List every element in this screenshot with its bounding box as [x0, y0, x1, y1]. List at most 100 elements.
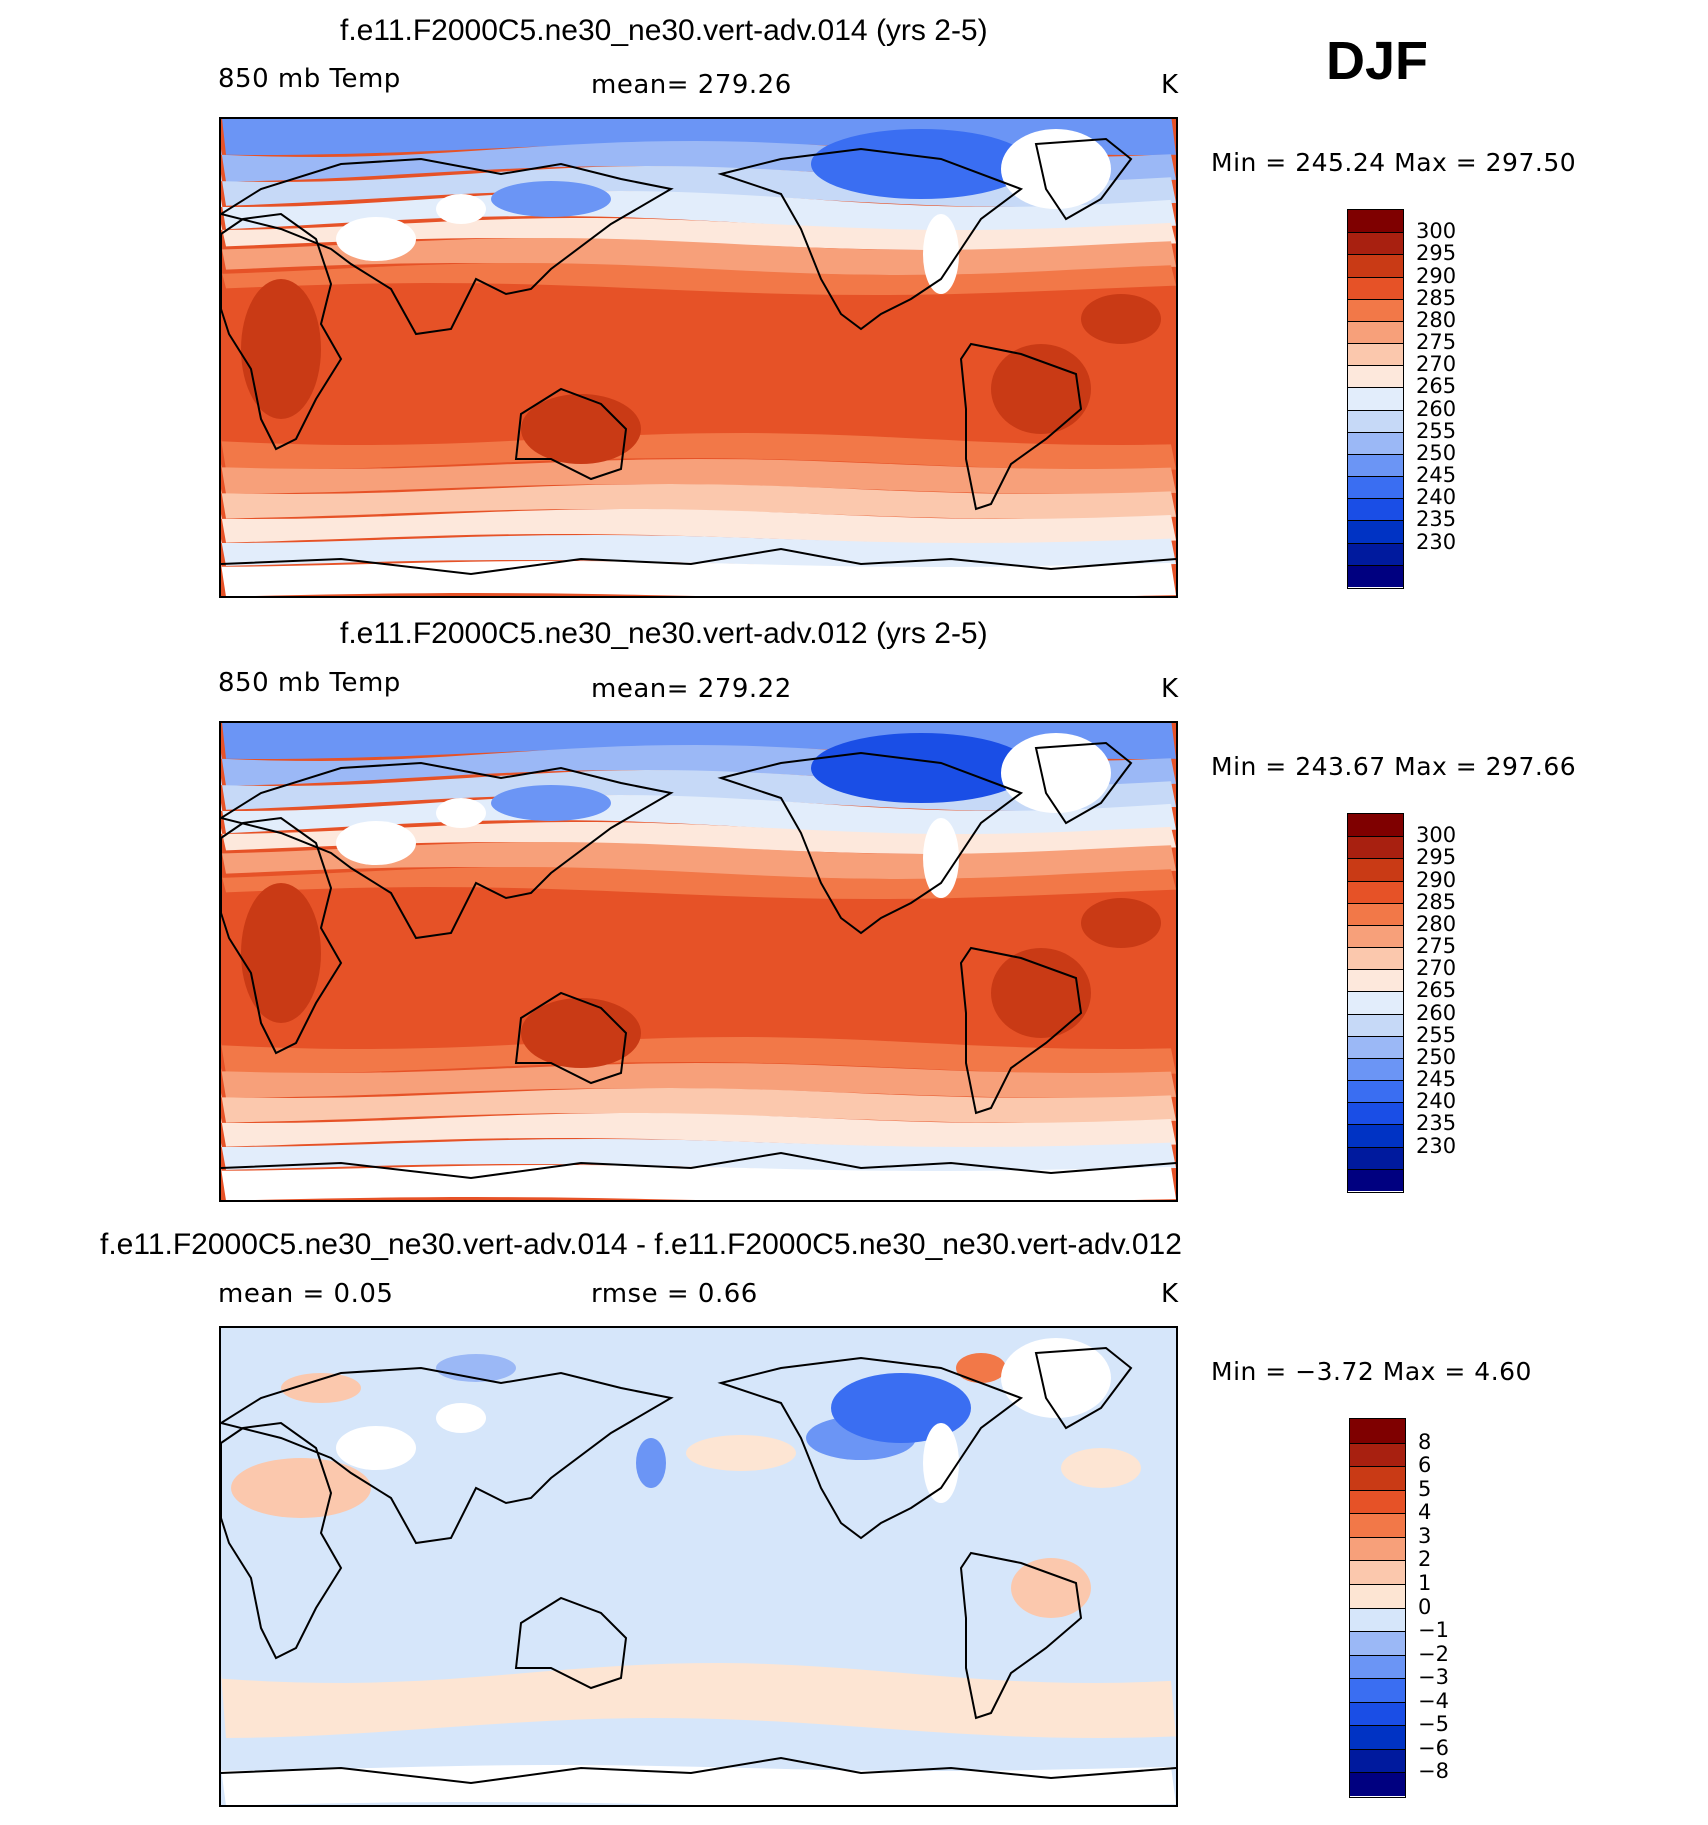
- colorbar-swatch: [1350, 1583, 1405, 1608]
- colorbar-swatch: [1350, 1442, 1405, 1467]
- colorbar-tick-label: 0: [1418, 1594, 1432, 1619]
- field-anomaly: [811, 733, 1031, 803]
- missing-data-region: [923, 818, 959, 898]
- field-anomaly: [521, 998, 641, 1068]
- missing-data-region: [1001, 733, 1111, 813]
- panel-2-variable-label: 850 mb Temp: [218, 668, 401, 698]
- colorbar-swatch: [1350, 1725, 1405, 1749]
- field-band: [221, 561, 1176, 596]
- colorbar-tick-label: 290: [1416, 263, 1457, 288]
- field-band: [221, 1113, 1176, 1148]
- field-anomaly: [521, 394, 641, 464]
- field-anomaly: [956, 1353, 1006, 1383]
- missing-data-region: [1001, 1338, 1111, 1418]
- panel-3-colorbar: [1349, 1418, 1406, 1798]
- field-anomaly: [1081, 294, 1161, 344]
- panel-1-variable-label: 850 mb Temp: [218, 64, 401, 94]
- colorbar-swatch: [1348, 298, 1403, 321]
- panel-2-units-label: K: [1161, 674, 1179, 704]
- field-anomaly: [241, 883, 321, 1023]
- field-band: [221, 1037, 1176, 1074]
- missing-data-region: [436, 194, 486, 224]
- colorbar-swatch: [1350, 1466, 1405, 1490]
- colorbar-tick-label: 240: [1416, 485, 1457, 510]
- field-anomaly: [281, 1373, 361, 1403]
- coastline: [717, 751, 1024, 935]
- coastline: [221, 1151, 1176, 1180]
- colorbar-tick-label: 285: [1416, 889, 1457, 914]
- colorbar-tick-label: 290: [1416, 867, 1457, 892]
- colorbar-tick-label: 280: [1416, 911, 1457, 936]
- coastline: [514, 1596, 628, 1690]
- colorbar-swatch: [1348, 924, 1403, 948]
- colorbar-swatch: [1350, 1631, 1405, 1655]
- colorbar-swatch: [1348, 276, 1403, 299]
- panel-3-map: [219, 1326, 1178, 1807]
- colorbar-swatch: [1348, 969, 1403, 992]
- field-anomaly: [241, 279, 321, 419]
- colorbar-tick-label: 285: [1416, 285, 1457, 310]
- colorbar-swatch: [1348, 1102, 1403, 1125]
- colorbar-swatch: [1348, 1013, 1403, 1036]
- panel-3-minmax: Min = −3.72 Max = 4.60: [1211, 1357, 1532, 1386]
- colorbar-swatch: [1348, 947, 1403, 970]
- coastline: [221, 157, 674, 336]
- colorbar-tick-label: 5: [1418, 1476, 1432, 1501]
- colorbar-tick-label: 295: [1416, 241, 1457, 266]
- panel-2-title: f.e11.F2000C5.ne30_ne30.vert-adv.012 (yr…: [340, 617, 988, 650]
- colorbar-tick-label: 2: [1418, 1547, 1432, 1572]
- coastline: [1034, 137, 1133, 221]
- colorbar-swatch: [1348, 1035, 1403, 1058]
- colorbar-tick-label: 270: [1416, 352, 1457, 377]
- field-anomaly: [1061, 1448, 1141, 1488]
- colorbar-swatch: [1350, 1678, 1405, 1702]
- field-anomaly: [991, 344, 1091, 434]
- field-band: [221, 1663, 1176, 1738]
- colorbar-tick-label: 230: [1416, 1133, 1457, 1158]
- colorbar-swatch: [1348, 1168, 1403, 1191]
- coastline: [221, 1366, 674, 1545]
- coastline: [1034, 741, 1133, 825]
- coastline: [959, 946, 1083, 1115]
- panel-1-mean-label: mean= 279.26: [591, 70, 792, 100]
- coastline: [514, 387, 628, 481]
- coastline: [221, 1756, 1176, 1785]
- field-anomaly: [686, 1435, 796, 1471]
- panel-1-title: f.e11.F2000C5.ne30_ne30.vert-adv.014 (yr…: [340, 14, 988, 47]
- colorbar-swatch: [1348, 1124, 1403, 1147]
- colorbar-swatch: [1348, 836, 1403, 859]
- colorbar-swatch: [1348, 431, 1403, 454]
- colorbar-swatch: [1348, 210, 1403, 233]
- colorbar-swatch: [1348, 564, 1403, 587]
- panel-1-colorbar: [1347, 209, 1404, 589]
- missing-data-region: [436, 798, 486, 828]
- colorbar-tick-label: 6: [1418, 1453, 1432, 1478]
- panel-3-title: f.e11.F2000C5.ne30_ne30.vert-adv.014 - f…: [100, 1228, 1182, 1261]
- panel-2-colorbar: [1347, 813, 1404, 1193]
- field-anomaly: [636, 1438, 666, 1488]
- colorbar-tick-label: 275: [1416, 934, 1457, 959]
- missing-data-region: [336, 1426, 416, 1470]
- colorbar-swatch: [1350, 1772, 1405, 1796]
- coastline: [959, 342, 1083, 511]
- colorbar-swatch: [1348, 254, 1403, 277]
- colorbar-tick-label: 3: [1418, 1523, 1432, 1548]
- colorbar-swatch: [1348, 1080, 1403, 1103]
- colorbar-tick-label: 245: [1416, 1067, 1457, 1092]
- colorbar-swatch: [1348, 387, 1403, 410]
- colorbar-tick-label: 280: [1416, 307, 1457, 332]
- coastline: [717, 1356, 1024, 1540]
- colorbar-tick-label: 235: [1416, 507, 1457, 532]
- colorbar-tick-label: −2: [1418, 1641, 1449, 1666]
- coastline: [221, 547, 1176, 576]
- colorbar-swatch: [1348, 453, 1403, 477]
- colorbar-swatch: [1348, 343, 1403, 366]
- colorbar-swatch: [1348, 902, 1403, 925]
- colorbar-tick-label: 235: [1416, 1111, 1457, 1136]
- colorbar-tick-label: 260: [1416, 1000, 1457, 1025]
- colorbar-swatch: [1348, 814, 1403, 837]
- colorbar-swatch: [1348, 232, 1403, 255]
- colorbar-tick-label: 4: [1418, 1500, 1432, 1525]
- colorbar-swatch: [1348, 880, 1403, 903]
- field-band: [221, 509, 1176, 544]
